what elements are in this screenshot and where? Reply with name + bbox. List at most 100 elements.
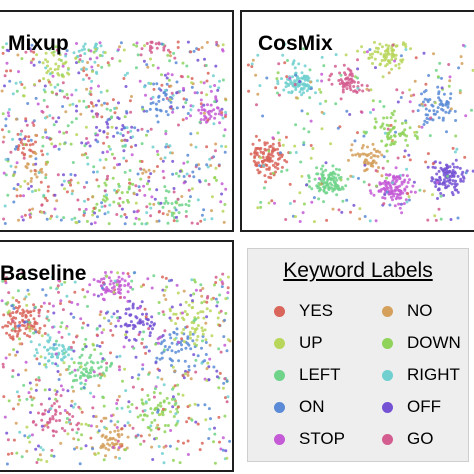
- point-on: [164, 110, 168, 113]
- point-stop: [127, 275, 131, 278]
- point-left: [321, 170, 325, 174]
- point-up: [363, 50, 366, 54]
- point-up: [374, 46, 378, 50]
- point-up: [105, 274, 109, 278]
- point-on: [187, 368, 191, 372]
- point-yes: [276, 147, 279, 151]
- point-no: [347, 158, 350, 162]
- point-up: [356, 49, 360, 53]
- point-left: [324, 168, 328, 172]
- point-off: [431, 165, 435, 169]
- point-go: [50, 448, 54, 452]
- point-up: [370, 55, 374, 59]
- point-down: [12, 348, 16, 352]
- point-yes: [218, 323, 222, 327]
- point-left: [163, 201, 167, 205]
- point-go: [58, 419, 62, 422]
- point-down: [52, 50, 56, 54]
- point-right: [298, 90, 302, 94]
- point-off: [23, 137, 27, 141]
- point-down: [382, 116, 386, 120]
- point-stop: [129, 285, 133, 289]
- point-right: [71, 405, 75, 409]
- point-no: [94, 415, 98, 419]
- point-on: [385, 190, 389, 194]
- point-stop: [89, 86, 93, 90]
- point-on: [425, 121, 429, 124]
- point-left: [85, 105, 88, 109]
- point-up: [373, 50, 377, 54]
- point-yes: [39, 305, 43, 308]
- point-yes: [144, 351, 148, 355]
- legend-item-stop: STOP: [274, 429, 345, 449]
- point-stop: [395, 185, 399, 189]
- point-stop: [171, 110, 175, 114]
- point-down: [1, 45, 5, 49]
- point-stop: [182, 86, 185, 90]
- point-stop: [150, 195, 154, 199]
- point-go: [46, 425, 50, 429]
- point-go: [356, 58, 359, 62]
- point-on: [155, 82, 159, 86]
- point-yes: [261, 155, 265, 159]
- point-left: [130, 279, 134, 283]
- point-on: [160, 356, 164, 360]
- point-go: [99, 310, 103, 314]
- point-on: [12, 187, 16, 191]
- point-off: [123, 323, 127, 327]
- point-go: [223, 377, 227, 381]
- point-stop: [118, 285, 122, 288]
- point-go: [142, 439, 146, 443]
- point-right: [90, 79, 94, 83]
- point-up: [174, 322, 178, 326]
- point-yes: [47, 80, 51, 84]
- point-no: [380, 174, 384, 178]
- point-right: [84, 67, 88, 71]
- point-no: [24, 368, 28, 372]
- point-down: [112, 200, 116, 204]
- point-right: [276, 82, 280, 86]
- point-go: [1, 140, 5, 144]
- point-on: [12, 200, 16, 204]
- legend-title: Keyword Labels: [283, 259, 433, 282]
- point-stop: [161, 169, 165, 173]
- point-down: [150, 421, 154, 424]
- point-stop: [389, 189, 393, 192]
- point-off: [455, 165, 459, 169]
- point-left: [321, 173, 325, 177]
- point-up: [23, 86, 27, 90]
- point-right: [356, 86, 360, 90]
- point-yes: [277, 141, 281, 145]
- point-no: [350, 143, 354, 147]
- point-stop: [394, 166, 398, 170]
- point-right: [262, 164, 266, 168]
- point-go: [162, 176, 166, 180]
- point-left: [262, 186, 266, 190]
- point-on: [65, 49, 69, 53]
- point-stop: [398, 206, 402, 210]
- point-yes: [260, 159, 264, 163]
- point-off: [148, 331, 152, 335]
- point-down: [152, 391, 156, 394]
- point-yes: [46, 309, 50, 313]
- point-off: [442, 178, 446, 182]
- point-up: [28, 329, 32, 333]
- point-stop: [57, 330, 61, 334]
- point-right: [108, 147, 112, 151]
- point-yes: [15, 309, 19, 313]
- point-no: [320, 110, 324, 114]
- point-right: [122, 156, 126, 160]
- point-off: [352, 203, 356, 207]
- point-stop: [204, 116, 208, 120]
- point-down: [172, 415, 176, 418]
- point-down: [175, 407, 179, 411]
- point-left: [187, 199, 191, 203]
- point-on: [214, 297, 218, 301]
- point-up: [134, 201, 138, 205]
- point-left: [141, 337, 145, 341]
- point-off: [29, 411, 32, 414]
- point-right: [304, 74, 308, 78]
- point-stop: [15, 161, 19, 165]
- point-go: [214, 149, 217, 153]
- point-right: [80, 48, 84, 52]
